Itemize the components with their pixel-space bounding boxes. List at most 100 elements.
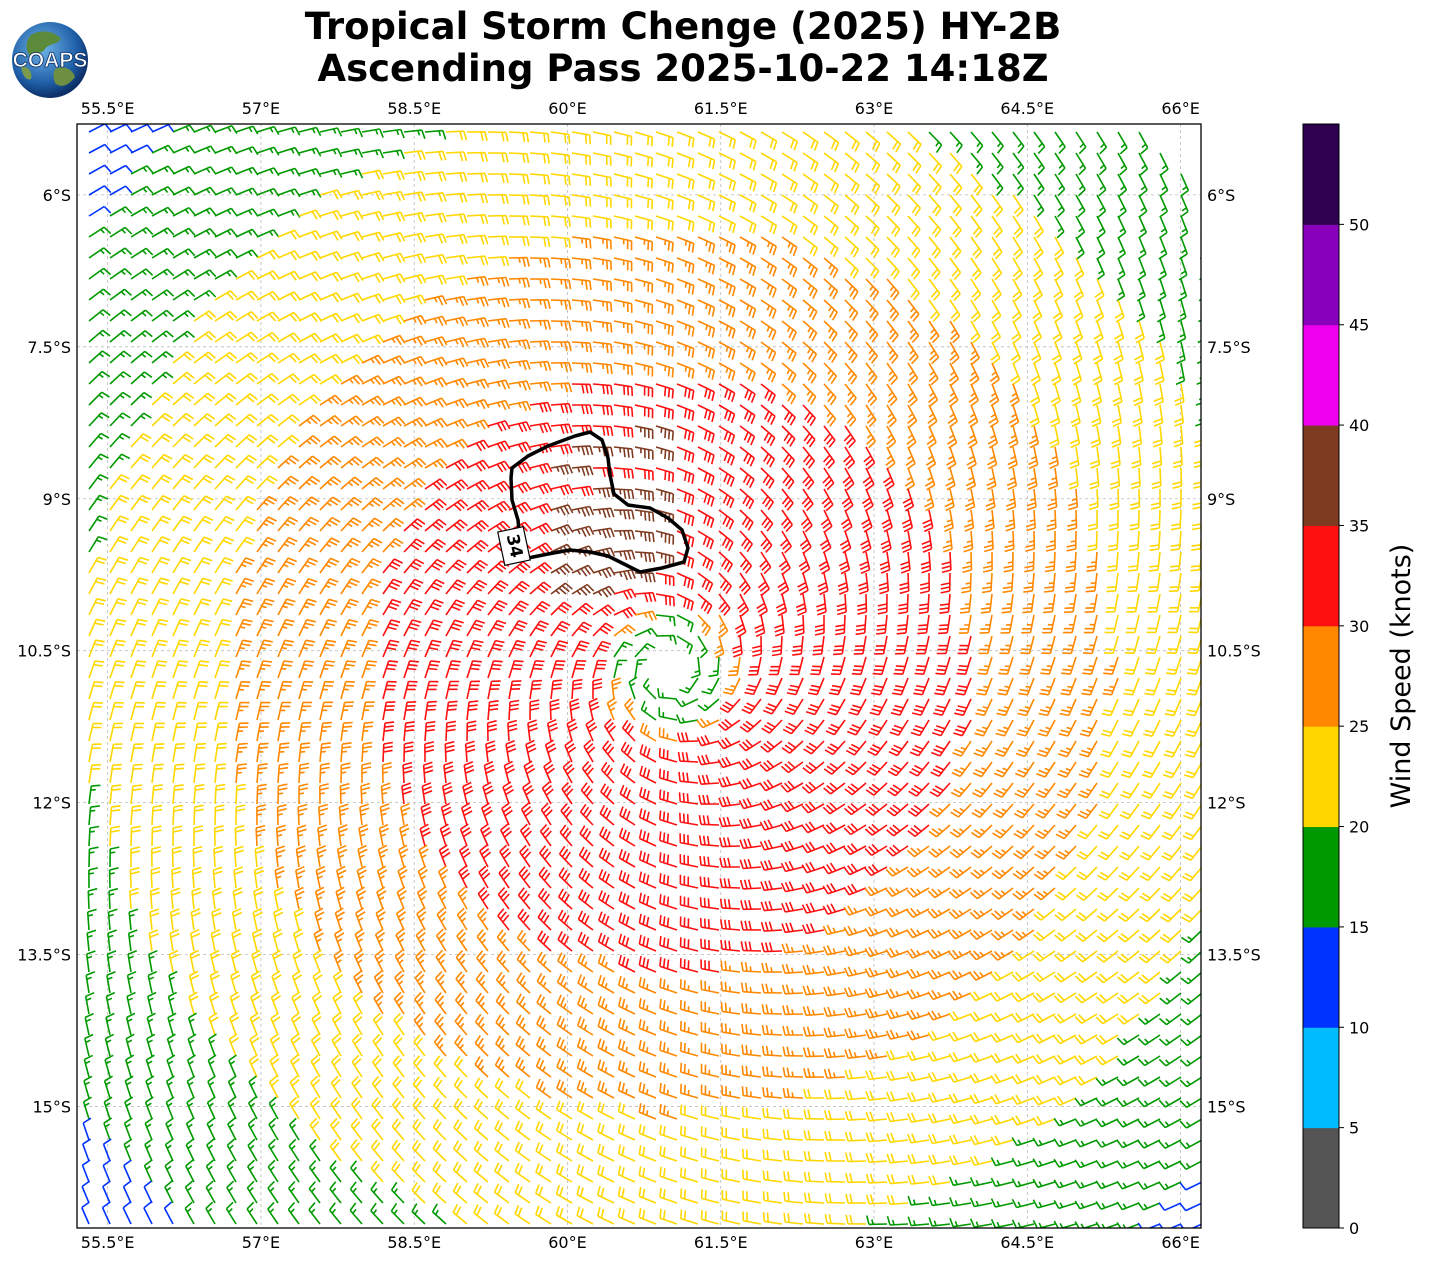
wind-barb (1137, 1097, 1161, 1108)
wind-barb (762, 1212, 783, 1225)
wind-barb (697, 257, 716, 275)
wind-barb (496, 929, 510, 952)
wind-barb (886, 341, 899, 364)
wind-barb (617, 1186, 636, 1204)
wind-barb (822, 924, 846, 936)
wind-barb (172, 433, 194, 448)
wind-barb (1112, 383, 1123, 407)
wind-barb (452, 1203, 468, 1225)
wind-barb (529, 360, 552, 372)
wind-barb (1160, 908, 1182, 923)
wind-barb (403, 314, 427, 326)
wind-barb (1153, 404, 1164, 427)
wind-barb (969, 341, 981, 365)
wind-barb (927, 969, 951, 980)
wind-barb (535, 1121, 552, 1141)
colorbar-segment (1303, 425, 1339, 526)
wind-barb (1074, 1075, 1098, 1086)
wind-barb (269, 1033, 281, 1057)
wind-barb (276, 804, 287, 826)
wind-barb (473, 1204, 489, 1225)
wind-barb (1015, 761, 1035, 778)
wind-barb (277, 434, 300, 448)
wind-barb (298, 537, 319, 553)
wind-barb (109, 164, 133, 175)
wind-barb (659, 1208, 678, 1225)
wind-barb (248, 1075, 258, 1099)
wind-barb (130, 433, 152, 448)
wind-barb (106, 950, 117, 973)
wind-barb (887, 782, 909, 797)
wind-barb (193, 454, 215, 469)
wind-barb (514, 1120, 531, 1141)
wind-barb (308, 1159, 321, 1183)
wind-barb (172, 268, 196, 280)
wind-barb (445, 418, 469, 429)
wind-barb (88, 205, 112, 217)
wind-barb (277, 229, 301, 240)
wind-barb (109, 763, 122, 784)
wind-barb (277, 762, 289, 784)
coaps-logo-icon: COAPS (12, 22, 88, 98)
wind-barb (1072, 341, 1083, 365)
wind-barb (964, 509, 975, 532)
wind-barb (1095, 1055, 1119, 1066)
wind-barb (382, 190, 406, 202)
wind-barb (990, 971, 1014, 982)
wind-barb (823, 278, 839, 300)
wind-barb (1189, 574, 1201, 592)
wind-barb (1038, 698, 1056, 717)
wind-barb (372, 1012, 384, 1036)
wind-barb (466, 559, 489, 574)
wind-barb (1158, 1055, 1182, 1067)
wind-barb (802, 362, 817, 384)
wind-barb (400, 802, 411, 826)
wind-barb (529, 215, 551, 227)
wind-barb (1160, 887, 1182, 902)
wind-barb (1057, 740, 1077, 758)
wind-barb (874, 635, 888, 655)
wind-barb (948, 990, 972, 1001)
wind-barb (1056, 782, 1077, 799)
wind-barb (351, 1075, 363, 1099)
wind-barb (576, 1037, 594, 1057)
wind-barb (742, 1190, 762, 1204)
wind-barb (945, 467, 956, 491)
wind-barb (906, 845, 930, 858)
wind-barb (837, 572, 849, 595)
wind-barb (864, 926, 888, 937)
wind-barb (445, 458, 469, 471)
wind-barb (381, 762, 392, 784)
wind-barb (361, 537, 383, 553)
wind-barb (1156, 320, 1166, 344)
wind-barb (906, 425, 917, 449)
wind-barb (1104, 614, 1119, 634)
wind-barb (886, 320, 899, 343)
wind-barb (398, 844, 409, 868)
wind-barb (127, 950, 137, 973)
wind-barb (802, 173, 819, 194)
wind-barb (1011, 1157, 1035, 1167)
wind-barb (700, 1001, 720, 1015)
wind-barb (634, 467, 654, 481)
wind-barb (550, 152, 571, 165)
wind-barb (1179, 1139, 1201, 1150)
wind-barb (487, 680, 501, 700)
wind-barb (638, 808, 657, 826)
wind-barb (151, 784, 163, 805)
wind-barb (1096, 152, 1107, 176)
wind-barb (885, 968, 909, 979)
wind-barb (801, 841, 825, 854)
wind-barb (277, 373, 301, 385)
wind-barb (456, 928, 468, 952)
wind-barb (592, 604, 616, 617)
wind-barb (592, 678, 603, 699)
wind-barb (969, 362, 980, 386)
wind-barb (185, 1138, 195, 1162)
wind-barb (886, 362, 898, 386)
wind-barb (1129, 509, 1140, 531)
wind-barb (659, 998, 678, 1015)
wind-barb (310, 1075, 321, 1099)
wind-barb (298, 332, 322, 343)
wind-barb (273, 886, 285, 910)
